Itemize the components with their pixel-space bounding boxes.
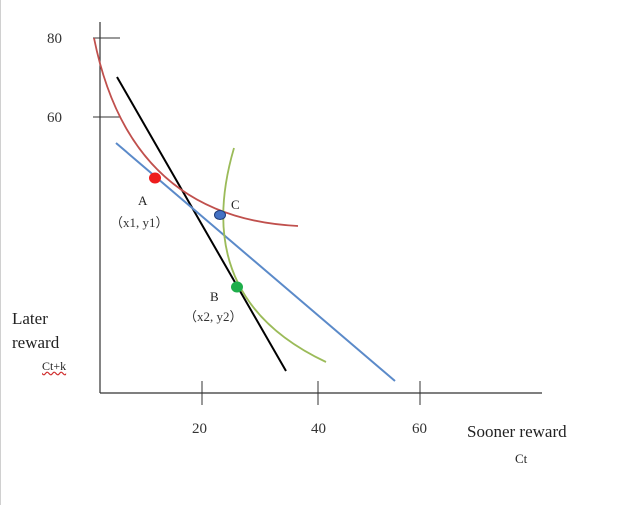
- point-b-label: B: [210, 289, 219, 304]
- x-tick-label-20: 20: [192, 421, 207, 437]
- x-axis-title: Sooner reward: [467, 422, 567, 441]
- y-axis-title-line1: Later: [12, 309, 48, 328]
- x-axis-subscript: Ct: [515, 451, 528, 466]
- black-budget-line: [116, 76, 287, 372]
- frame-edge: [0, 0, 1, 505]
- point-a-coord: （x1, y1）: [110, 215, 169, 230]
- y-tick-label-80: 80: [47, 31, 62, 47]
- point-b-coord: （x2, y2）: [184, 309, 243, 324]
- x-tick-label-60: 60: [412, 421, 427, 437]
- point-a-marker: [149, 172, 161, 184]
- point-c-label: C: [231, 197, 240, 212]
- x-tick-label-40: 40: [311, 421, 326, 437]
- y-axis-title-line2: reward: [12, 333, 60, 352]
- y-tick-label-60: 60: [47, 110, 62, 126]
- y-axis-subscript: Ct+k: [42, 359, 67, 373]
- point-b-marker: [231, 281, 243, 293]
- point-c-marker: [214, 210, 226, 220]
- point-a-label: A: [138, 193, 148, 208]
- green-indifference-curve: [222, 147, 327, 363]
- red-indifference-curve: [93, 37, 299, 227]
- blue-budget-line: [115, 142, 396, 382]
